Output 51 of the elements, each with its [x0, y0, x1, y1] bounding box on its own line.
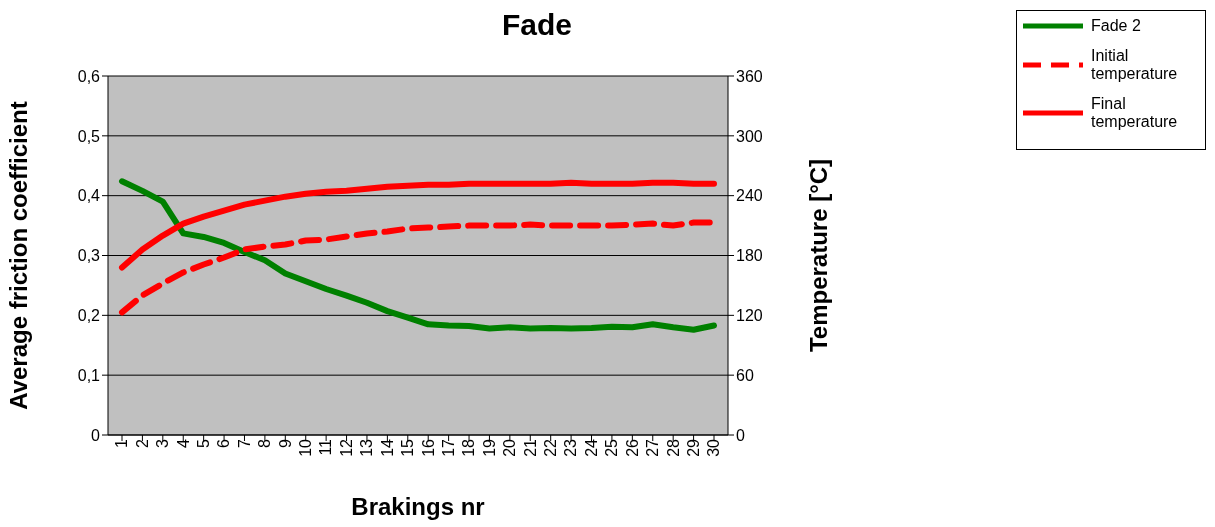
y2-tick-label: 360: [736, 67, 763, 85]
x-tick-label: 22: [542, 438, 560, 457]
y2-tick-label: 240: [736, 187, 763, 205]
legend-label: Initial temperature: [1091, 47, 1179, 83]
x-tick-label: 18: [460, 438, 478, 457]
x-tick-label: 26: [623, 438, 641, 457]
y-tick-label: 0,6: [77, 67, 101, 85]
x-tick-label: 12: [337, 438, 355, 457]
y2-tick-label: 120: [736, 307, 763, 325]
legend-label: Final temperature: [1091, 95, 1179, 131]
y-tick-label: 0,2: [77, 307, 101, 325]
x-tick-label: 20: [501, 438, 519, 457]
x-tick-label: 23: [562, 438, 580, 457]
x-tick-label: 14: [378, 438, 396, 457]
x-tick-label: 15: [399, 438, 417, 457]
x-tick-label: 8: [256, 438, 274, 448]
x-tick-label: 3: [154, 438, 172, 448]
x-axis-title: Brakings nr: [351, 493, 485, 520]
x-tick-label: 17: [439, 438, 457, 457]
x-tick-label: 9: [276, 438, 294, 448]
legend-label: Fade 2: [1091, 17, 1142, 35]
x-tick-label: 25: [603, 438, 621, 457]
y-tick-label: 0,4: [77, 187, 101, 205]
x-tick-label: 4: [174, 438, 192, 448]
x-tick-label: 13: [358, 438, 376, 457]
y2-tick-label: 300: [736, 127, 763, 145]
x-tick-label: 1: [113, 438, 131, 448]
x-tick-label: 19: [480, 438, 498, 457]
y-axis-title: Average friction coefficient: [4, 101, 32, 410]
x-tick-label: 30: [705, 438, 723, 457]
x-tick-label: 29: [684, 438, 702, 457]
y-tick-label: 0,5: [77, 127, 101, 145]
x-tick-label: 6: [215, 438, 233, 448]
y-tick-label: 0,1: [77, 366, 101, 384]
x-tick-label: 24: [582, 438, 600, 457]
y-tick-label: 0: [91, 426, 101, 444]
x-tick-label: 16: [419, 438, 437, 457]
x-tick-label: 10: [297, 438, 315, 457]
x-tick-label: 7: [235, 438, 253, 448]
chart-title: Fade: [501, 8, 573, 42]
y2-tick-label: 60: [736, 366, 754, 384]
x-tick-label: 28: [664, 438, 682, 457]
x-tick-label: 21: [521, 438, 539, 457]
x-tick-label: 2: [133, 438, 151, 448]
y2-tick-label: 0: [736, 426, 745, 444]
y2-axis-title: Temperature [°C]: [804, 158, 832, 353]
x-tick-label: 11: [317, 438, 335, 456]
y-tick-label: 0,3: [77, 247, 101, 265]
x-tick-label: 27: [644, 438, 662, 457]
y2-tick-label: 180: [736, 247, 763, 265]
x-tick-label: 5: [195, 438, 213, 448]
